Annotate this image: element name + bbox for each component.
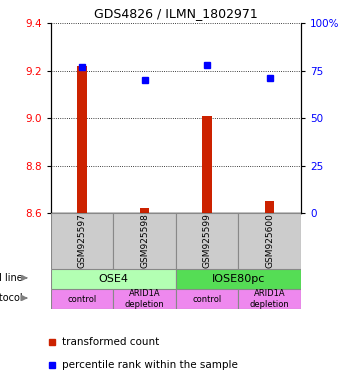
FancyBboxPatch shape xyxy=(176,269,301,289)
FancyBboxPatch shape xyxy=(176,289,238,309)
Text: GSM925597: GSM925597 xyxy=(78,214,86,268)
Text: ARID1A
depletion: ARID1A depletion xyxy=(250,289,289,309)
Text: cell line: cell line xyxy=(0,273,23,283)
Bar xyxy=(140,209,149,213)
FancyBboxPatch shape xyxy=(51,289,113,309)
Text: OSE4: OSE4 xyxy=(98,274,128,284)
FancyBboxPatch shape xyxy=(113,289,176,309)
Title: GDS4826 / ILMN_1802971: GDS4826 / ILMN_1802971 xyxy=(94,7,258,20)
Text: control: control xyxy=(68,295,97,303)
Text: control: control xyxy=(193,295,222,303)
Text: protocol: protocol xyxy=(0,293,23,303)
FancyBboxPatch shape xyxy=(113,213,176,269)
FancyBboxPatch shape xyxy=(176,213,238,269)
Text: transformed count: transformed count xyxy=(63,337,160,347)
Text: IOSE80pc: IOSE80pc xyxy=(212,274,265,284)
Bar xyxy=(265,201,274,213)
FancyBboxPatch shape xyxy=(238,289,301,309)
Bar xyxy=(202,116,212,213)
FancyBboxPatch shape xyxy=(51,269,176,289)
Text: GSM925598: GSM925598 xyxy=(140,214,149,268)
Text: GSM925600: GSM925600 xyxy=(265,214,274,268)
Text: percentile rank within the sample: percentile rank within the sample xyxy=(63,360,238,370)
Text: ARID1A
depletion: ARID1A depletion xyxy=(125,289,164,309)
Bar xyxy=(77,66,87,213)
Text: GSM925599: GSM925599 xyxy=(203,214,212,268)
FancyBboxPatch shape xyxy=(238,213,301,269)
FancyBboxPatch shape xyxy=(51,213,113,269)
